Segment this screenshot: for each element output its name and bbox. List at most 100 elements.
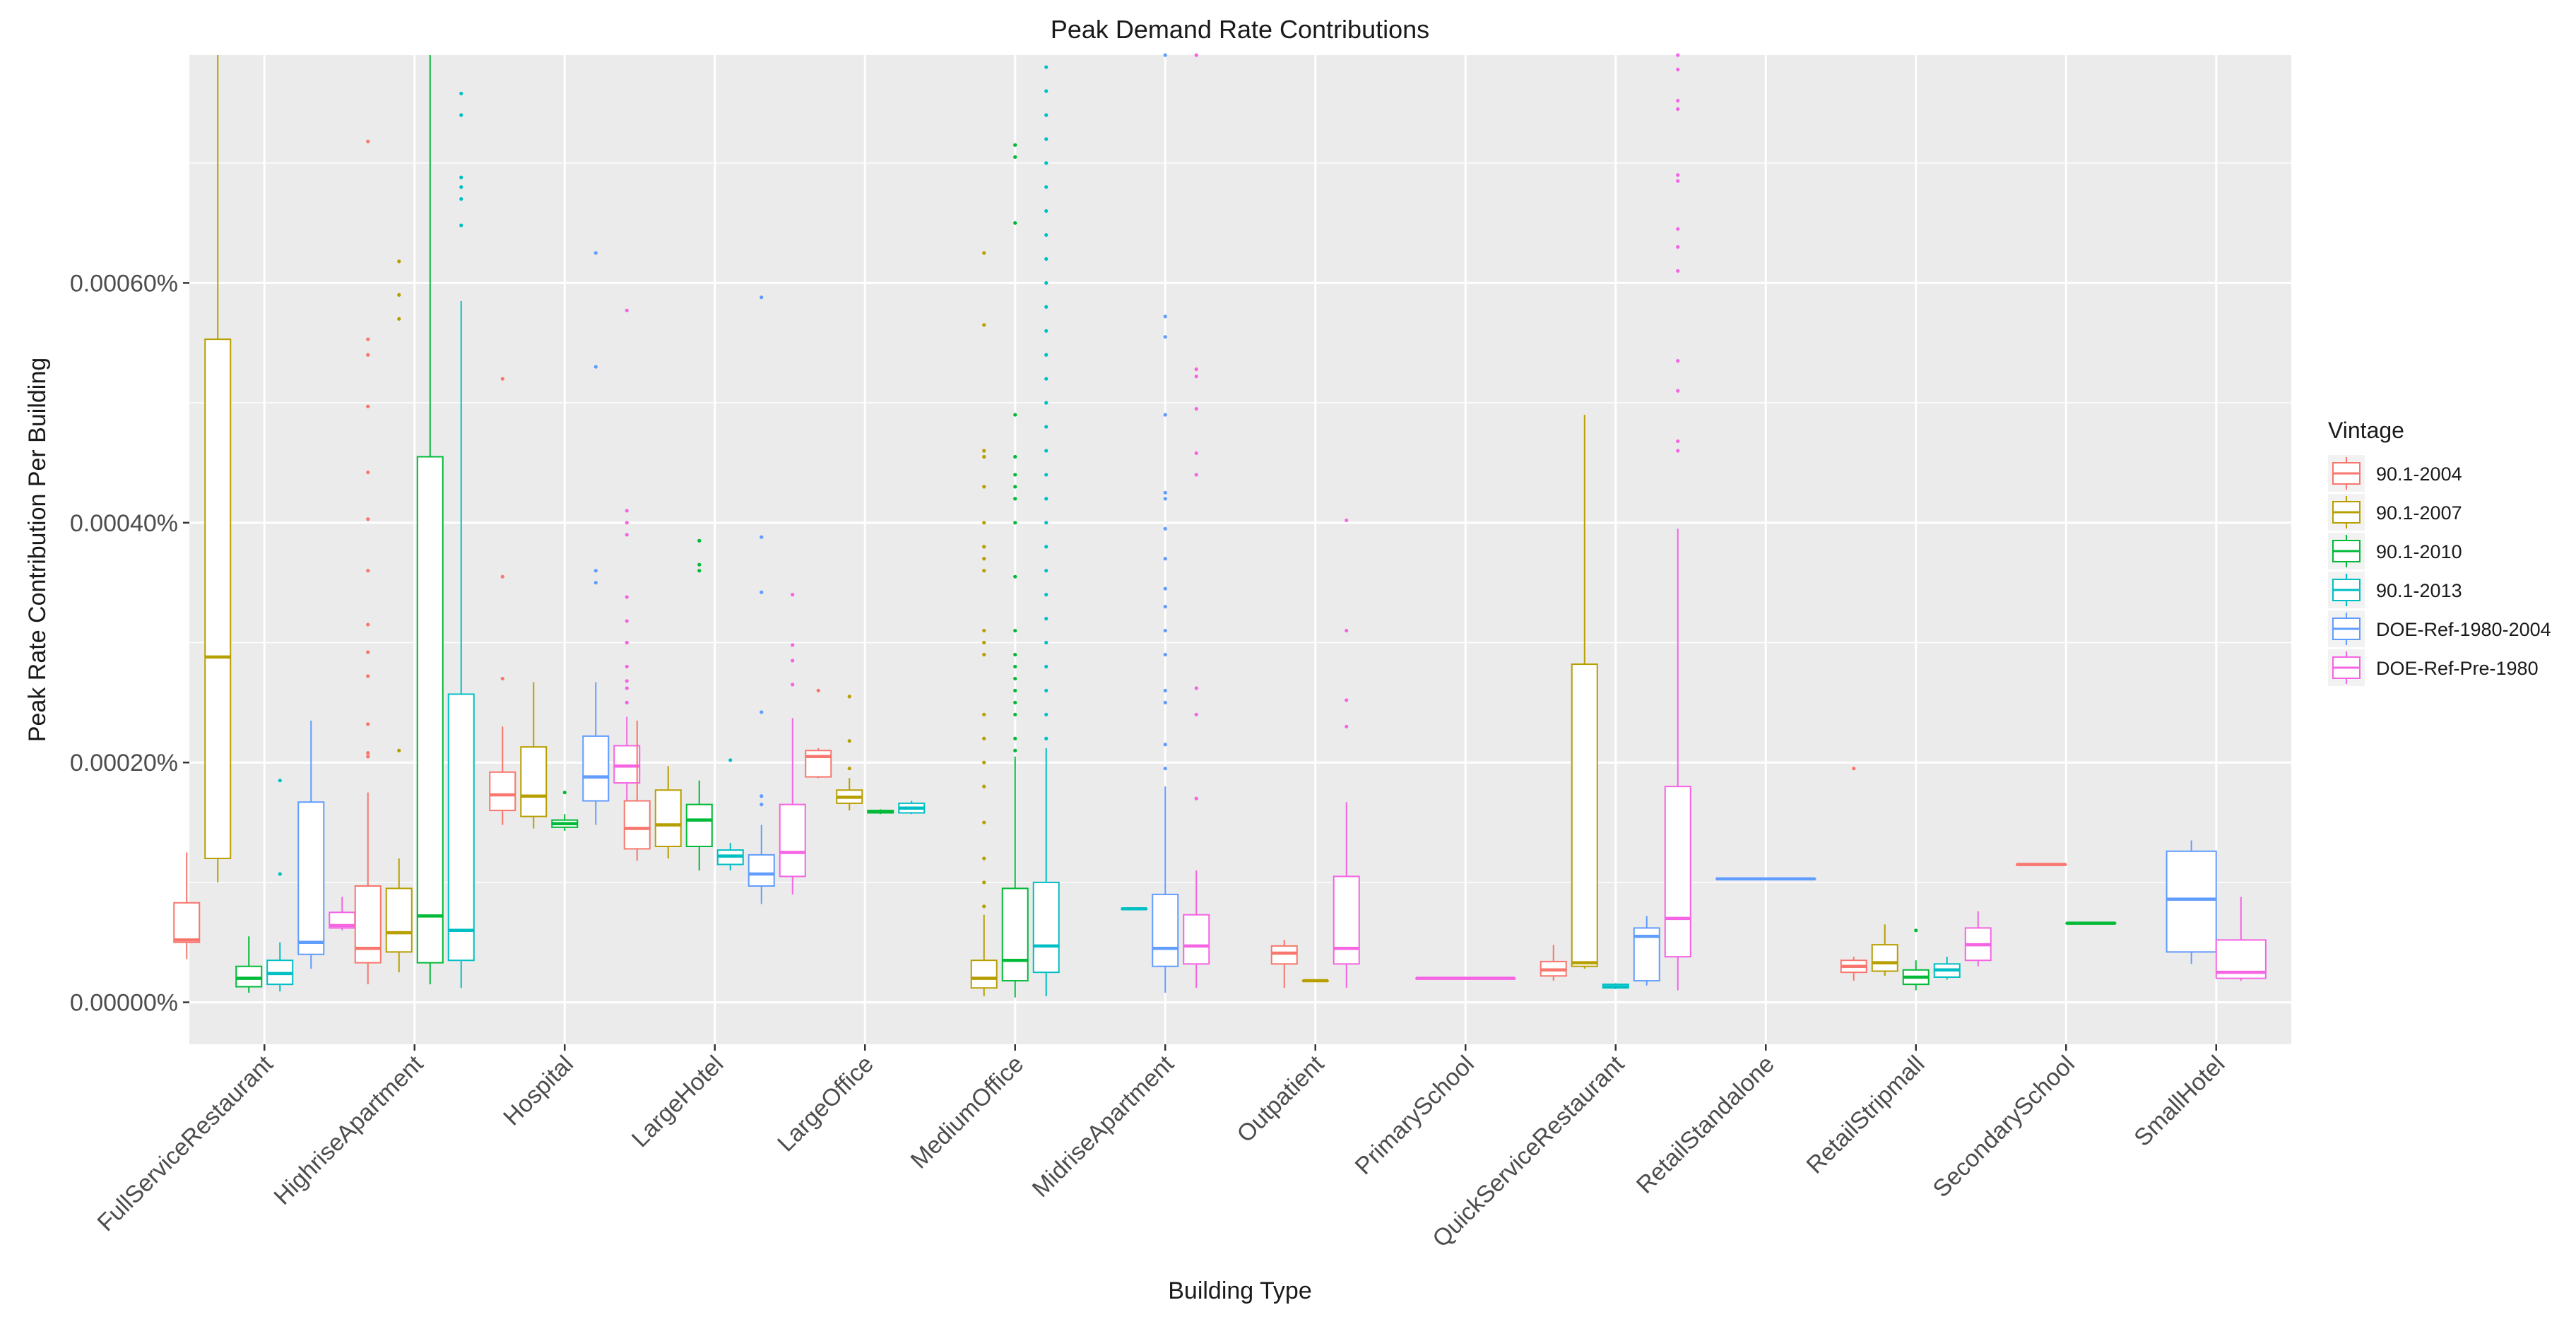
box-iqr <box>1001 887 1029 982</box>
box-largeoffice-90-1-2013 <box>898 801 926 815</box>
box-hospital-90-1-2010 <box>551 791 579 831</box>
box-quickservicerestaurant-doe-ref-1980-2004 <box>1633 916 1660 986</box>
outlier-point <box>625 521 629 525</box>
outlier-point <box>1044 137 1048 141</box>
box-iqr <box>354 885 382 964</box>
box-quickservicerestaurant-doe-ref-pre-1980 <box>1664 53 1691 991</box>
outlier-point <box>1044 329 1048 333</box>
outlier-point <box>1013 413 1017 417</box>
outlier-point <box>397 317 401 321</box>
outlier-point <box>1194 796 1198 801</box>
outlier-point <box>1044 377 1048 381</box>
outlier-point <box>1044 473 1048 477</box>
outlier-point <box>1044 305 1048 309</box>
outlier-point <box>1194 53 1198 57</box>
box-fullservicerestaurant-90-1-2004 <box>173 852 201 959</box>
outlier-point <box>1163 335 1167 339</box>
outlier-point <box>1676 439 1680 444</box>
box-iqr <box>748 854 775 887</box>
outlier-point <box>1194 712 1198 716</box>
outlier-point <box>459 175 463 179</box>
outlier-point <box>1013 155 1017 159</box>
outlier-point <box>1163 688 1167 692</box>
box-largehotel-doe-ref-1980-2004 <box>748 295 775 904</box>
outlier-point <box>459 113 463 117</box>
outlier-point <box>791 683 795 687</box>
box-outpatient-90-1-2004 <box>1270 940 1298 988</box>
outlier-point <box>982 652 986 657</box>
outlier-point <box>982 323 986 327</box>
outlier-point <box>1163 490 1167 495</box>
box-iqr <box>297 801 325 955</box>
outlier-point <box>982 485 986 489</box>
outlier-point <box>1676 227 1680 231</box>
box-fullservicerestaurant-90-1-2007 <box>204 55 232 882</box>
legend-label: 90.1-2010 <box>2376 541 2462 562</box>
outlier-point <box>760 590 764 594</box>
boxplots <box>173 53 2267 998</box>
box-iqr <box>779 803 806 878</box>
outlier-point <box>1676 449 1680 453</box>
outlier-point <box>1044 736 1048 740</box>
outlier-point <box>1044 232 1048 237</box>
outlier-point <box>1013 664 1017 669</box>
outlier-point <box>1852 767 1856 771</box>
outlier-point <box>366 722 370 726</box>
box-iqr <box>204 338 232 859</box>
outlier-point <box>1676 389 1680 393</box>
plot-panel <box>189 55 2291 1044</box>
box-hospital-doe-ref-1980-2004 <box>582 251 610 825</box>
box-largehotel-90-1-2004 <box>623 720 651 861</box>
outlier-point <box>625 664 629 669</box>
outlier-point <box>1044 449 1048 453</box>
outlier-point <box>1013 688 1017 692</box>
box-iqr <box>520 746 548 817</box>
outlier-point <box>760 535 764 539</box>
outlier-point <box>982 557 986 561</box>
outlier-point <box>791 593 795 597</box>
box-retailstandalone-doe-ref-1980-2004 <box>1715 877 1816 881</box>
outlier-point <box>1345 518 1349 523</box>
outlier-point <box>366 751 370 755</box>
box-iqr <box>1664 786 1691 958</box>
outlier-point <box>366 517 370 521</box>
outlier-point <box>1044 712 1048 716</box>
outlier-point <box>625 308 629 313</box>
outlier-point <box>1044 401 1048 405</box>
outlier-point <box>1676 179 1680 183</box>
outlier-point <box>1013 574 1017 579</box>
box-secondaryschool-90-1-2010 <box>2065 921 2117 925</box>
box-iqr <box>489 771 516 812</box>
outlier-point <box>1676 173 1680 177</box>
box-highriseapartment-90-1-2010 <box>416 55 444 985</box>
outlier-point <box>1163 314 1167 319</box>
box-smallhotel-doe-ref-pre-1980 <box>2215 897 2267 981</box>
outlier-point <box>500 676 504 681</box>
outlier-point <box>1044 497 1048 501</box>
box-hospital-90-1-2004 <box>489 377 516 825</box>
box-retailstripmall-90-1-2004 <box>1840 767 1867 981</box>
outlier-point <box>625 619 629 623</box>
outlier-point <box>1163 526 1167 531</box>
outlier-point <box>625 509 629 513</box>
outlier-point <box>1013 748 1017 752</box>
outlier-point <box>1013 521 1017 525</box>
outlier-point <box>1013 652 1017 657</box>
box-largeoffice-90-1-2010 <box>867 809 894 815</box>
outlier-point <box>1194 367 1198 372</box>
outlier-point <box>1163 413 1167 417</box>
outlier-point <box>1044 209 1048 213</box>
box-mediumoffice-90-1-2007 <box>970 251 998 997</box>
outlier-point <box>1163 586 1167 591</box>
box-iqr <box>1571 663 1598 967</box>
box-highriseapartment-90-1-2004 <box>354 139 382 985</box>
outlier-point <box>1044 545 1048 549</box>
outlier-point <box>847 739 851 743</box>
box-iqr <box>1270 945 1298 965</box>
box-retailstripmall-90-1-2013 <box>1933 957 1961 980</box>
outlier-point <box>625 686 629 690</box>
chart-title: Peak Demand Rate Contributions <box>1051 15 1429 44</box>
outlier-point <box>366 569 370 573</box>
outlier-point <box>366 622 370 627</box>
box-mediumoffice-90-1-2013 <box>1032 65 1060 997</box>
